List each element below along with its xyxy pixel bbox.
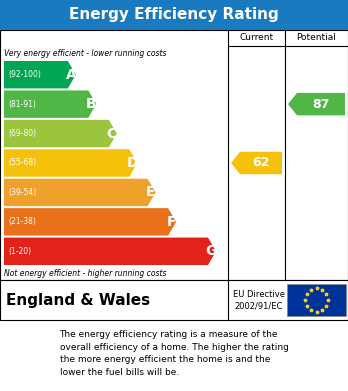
Polygon shape xyxy=(4,149,137,177)
Text: (92-100): (92-100) xyxy=(8,70,41,79)
Text: The energy efficiency rating is a measure of the
overall efficiency of a home. T: The energy efficiency rating is a measur… xyxy=(60,330,288,377)
Bar xyxy=(287,284,346,316)
Bar xyxy=(0,280,348,320)
Text: EU Directive
2002/91/EC: EU Directive 2002/91/EC xyxy=(233,290,285,310)
Text: (81-91): (81-91) xyxy=(8,100,36,109)
Text: B: B xyxy=(86,97,97,111)
Text: (39-54): (39-54) xyxy=(8,188,36,197)
Bar xyxy=(0,0,348,30)
Bar xyxy=(0,30,348,280)
Text: 62: 62 xyxy=(252,156,270,170)
Polygon shape xyxy=(4,208,176,235)
Text: A: A xyxy=(65,68,76,82)
Text: England & Wales: England & Wales xyxy=(6,292,150,307)
Polygon shape xyxy=(4,61,76,88)
Text: E: E xyxy=(146,185,155,199)
Text: Energy Efficiency Rating: Energy Efficiency Rating xyxy=(69,7,279,23)
Polygon shape xyxy=(288,93,345,115)
Text: D: D xyxy=(127,156,138,170)
Text: Not energy efficient - higher running costs: Not energy efficient - higher running co… xyxy=(4,269,166,278)
Text: (55-68): (55-68) xyxy=(8,158,36,167)
Text: G: G xyxy=(205,244,217,258)
Text: Potential: Potential xyxy=(296,34,337,43)
Text: (21-38): (21-38) xyxy=(8,217,36,226)
Text: Very energy efficient - lower running costs: Very energy efficient - lower running co… xyxy=(4,48,166,57)
Polygon shape xyxy=(4,90,96,118)
Polygon shape xyxy=(4,238,216,265)
Polygon shape xyxy=(4,120,117,147)
Text: (69-80): (69-80) xyxy=(8,129,36,138)
Polygon shape xyxy=(231,152,282,174)
Text: (1-20): (1-20) xyxy=(8,247,31,256)
Polygon shape xyxy=(4,179,156,206)
Text: Current: Current xyxy=(239,34,274,43)
Text: 87: 87 xyxy=(312,98,330,111)
Text: F: F xyxy=(166,215,176,229)
Text: C: C xyxy=(107,127,117,141)
